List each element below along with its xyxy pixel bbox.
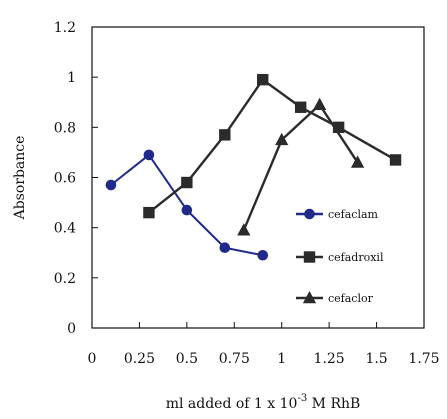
data-point-cefadroxil-7 <box>389 154 402 166</box>
x-tick-label: 0 <box>88 351 97 367</box>
data-point-cefaclor-4 <box>350 155 365 168</box>
x-axis-title: ml added of 1 x 10-3 M RhB <box>166 393 361 412</box>
y-axis-title: Absorbance <box>12 136 28 221</box>
data-point-cefaclam-1 <box>105 179 117 191</box>
data-point-cefadroxil-4 <box>257 73 269 86</box>
y-tick-label: 0.4 <box>54 221 76 237</box>
y-tick-label: 1 <box>67 70 76 86</box>
x-tick-label: 1.5 <box>365 351 387 367</box>
data-point-cefaclor-2 <box>275 132 289 146</box>
x-tick-label: 1 <box>277 351 286 367</box>
x-tick-label: 1.75 <box>408 351 439 367</box>
x-tick-label: 0.75 <box>219 351 250 367</box>
y-tick-label: 0.8 <box>54 120 76 136</box>
data-point-cefaclam-5 <box>257 249 269 261</box>
y-tick-label: 1.2 <box>54 20 76 36</box>
x-tick-label: 0.5 <box>176 351 198 367</box>
y-tick-label: 0.6 <box>54 171 76 187</box>
legend-label-cefaclam: cefaclam <box>328 208 379 221</box>
data-point-cefadroxil-3 <box>219 129 231 141</box>
data-point-cefaclam-4 <box>219 242 231 254</box>
series-line-cefaclor <box>242 103 359 232</box>
legend-marker-cefadroxil <box>303 251 316 263</box>
data-point-cefadroxil-5 <box>294 101 307 113</box>
data-point-cefaclor-3 <box>313 97 327 111</box>
data-point-cefaclam-2 <box>143 149 155 161</box>
data-point-cefaclor-1 <box>237 223 251 236</box>
legend-label-cefadroxil: cefadroxil <box>328 251 384 264</box>
legend-marker-cefaclor <box>302 290 317 304</box>
x-tick-label: 1.25 <box>314 351 345 367</box>
data-point-cefadroxil-2 <box>181 176 193 189</box>
y-tick-label: 0 <box>67 321 76 337</box>
plot-frame <box>91 26 425 329</box>
x-tick-label: 0.25 <box>124 351 155 367</box>
data-point-cefadroxil-1 <box>143 206 155 219</box>
data-point-cefaclam-3 <box>181 204 193 216</box>
legend-label-cefaclor: cefaclor <box>328 292 374 305</box>
series-line-cefadroxil <box>147 78 397 214</box>
legend-marker-cefaclam <box>304 208 315 220</box>
y-tick-label: 0.2 <box>54 271 76 287</box>
